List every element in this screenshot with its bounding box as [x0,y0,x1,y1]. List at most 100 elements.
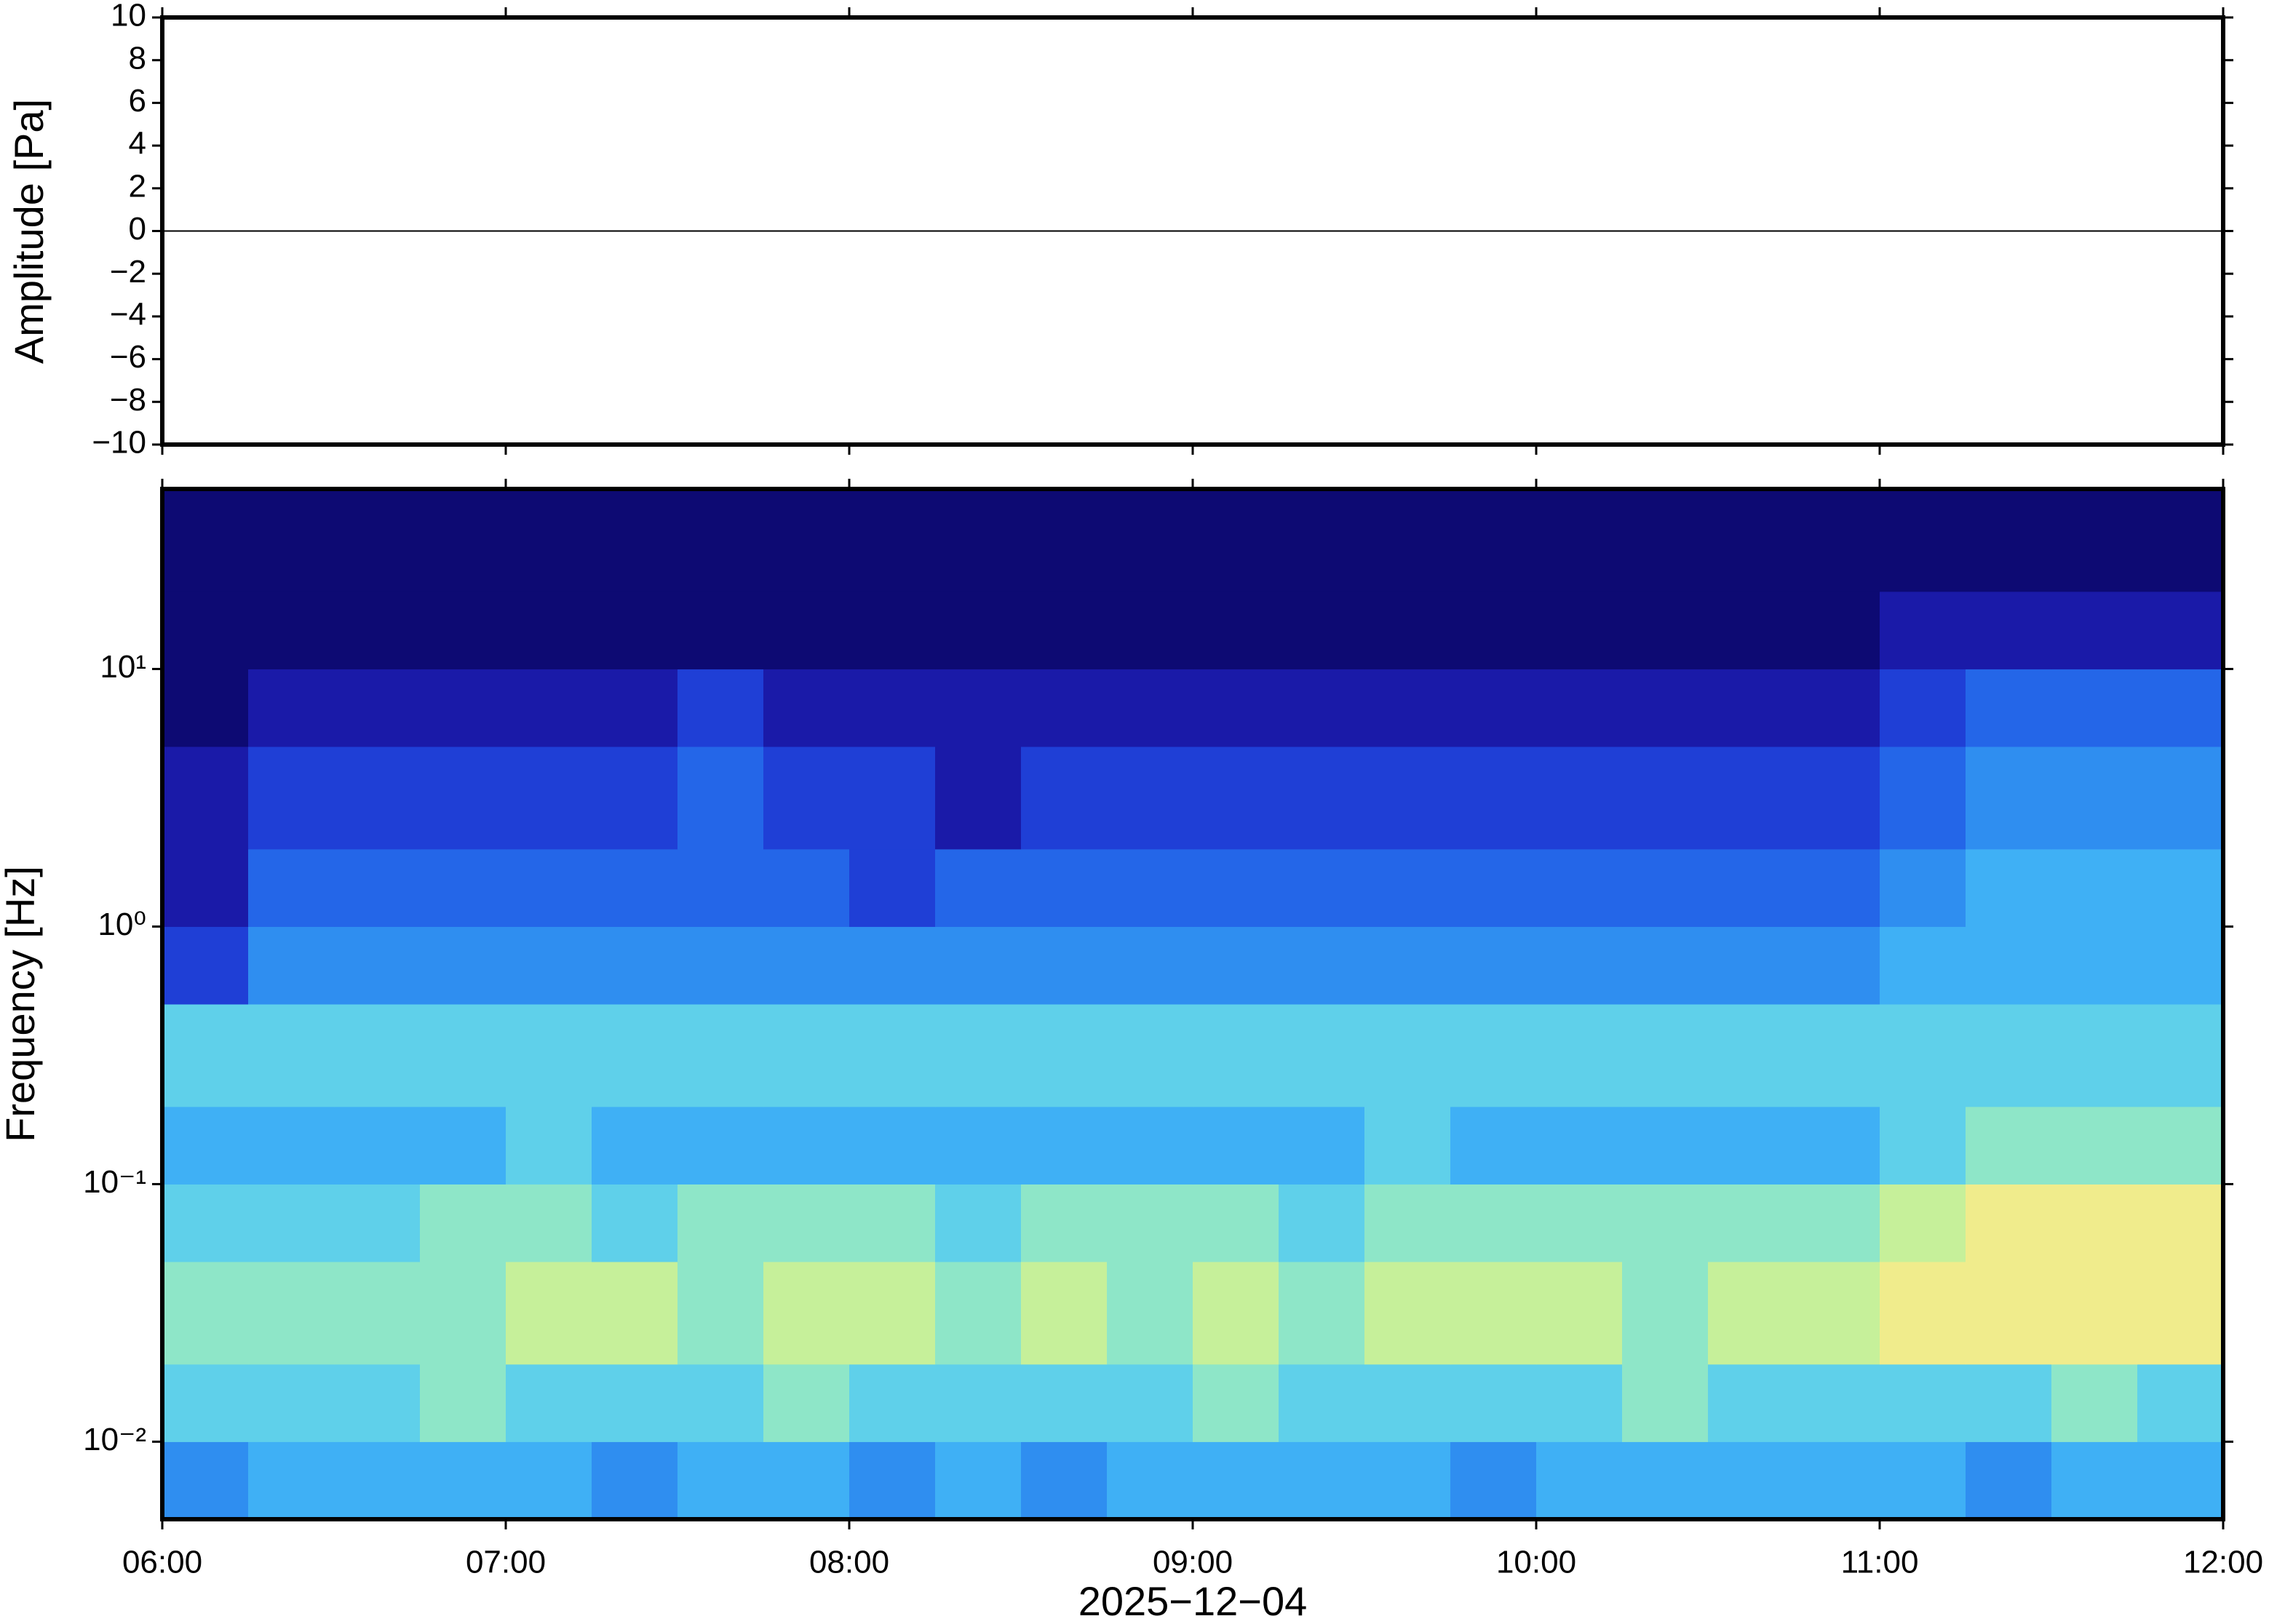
spectrogram-cell [1794,1106,1880,1185]
spectrogram-cell [935,926,1022,1005]
x-tick-label: 09:00 [1153,1545,1233,1580]
spectrogram-cell [334,489,421,592]
spectrogram-cell [162,1184,249,1262]
spectrogram-cell [1536,926,1623,1005]
spectrogram-cell [1622,1441,1709,1520]
spectrogram-cell [592,747,678,850]
spectrogram-cell [1966,669,2052,747]
spectrogram-cell [1364,1004,1451,1107]
spectrogram-cell [1107,1106,1193,1185]
spectrogram-cell [849,1004,936,1107]
spectrogram-cell [677,747,764,850]
spectrogram-cell [1107,926,1193,1005]
spectrogram-cell [2137,1364,2224,1442]
spectrogram-cell [1880,669,1966,747]
spectrogram-cell [1450,926,1537,1005]
spectrogram-cell [763,1184,850,1262]
spectrogram-cell [1364,1262,1451,1365]
spectrogram-cell [1450,1004,1537,1107]
spectrogram-cell [2051,1364,2138,1442]
x-tick-label: 06:00 [122,1545,202,1580]
spectrogram-cell [1193,591,1279,669]
spectrogram-cell [162,1004,249,1107]
spectrogram-cell [1364,489,1451,592]
spectrogram-cell [1021,747,1108,850]
spectrogram-cell [935,1441,1022,1520]
spectrogram-cell [677,926,764,1005]
spectrogram-cell [1193,1364,1279,1442]
spectrogram-cell [1279,1262,1365,1365]
spectrogram-cell [1794,926,1880,1005]
x-tick-label: 12:00 [2183,1545,2263,1580]
spectrogram-cell [1021,926,1108,1005]
spectrogram-cell [248,747,335,850]
spectrogram-cell [1536,747,1623,850]
spectrogram-cell [1450,591,1537,669]
spectrogram-cell [248,1106,335,1185]
spectrogram-cell [334,926,421,1005]
spectrogram-cell [1364,1364,1451,1442]
spectrogram-cell [1708,489,1795,592]
spectrogram-cell [1364,591,1451,669]
y-tick-label: 2 [129,168,146,204]
spectrogram-cell [1708,669,1795,747]
spectrogram-cell [1536,1184,1623,1262]
spectrogram-cell [1021,1364,1108,1442]
spectrogram-cell [1364,747,1451,850]
spectrogram-cell [935,1364,1022,1442]
spectrogram-cell [420,1364,506,1442]
y-tick-label: 4 [129,126,146,162]
spectrogram-cell [1794,1262,1880,1365]
spectrogram-cell [849,926,936,1005]
spectrogram-cell [1794,669,1880,747]
x-tick-label: 10:00 [1496,1545,1576,1580]
spectrogram-cell [1536,1441,1623,1520]
spectrogram-cell [1107,489,1193,592]
spectrogram-cell [1880,1441,1966,1520]
spectrogram-cell [1193,1106,1279,1185]
spectrogram-cell [334,669,421,747]
spectrogram-cell [592,848,678,927]
spectrogram-cell [935,848,1022,927]
spectrogram-cell [248,669,335,747]
spectrogram-cell [1536,489,1623,592]
spectrogram-cell [763,848,850,927]
axis-layer: −10 −8 −6 −4 −2 0 2 4 6 8 10 10⁻² 10⁻¹ 10⁰ 10¹ 06:00 07:… [83,0,2263,1580]
spectrogram-cell [1880,926,1966,1005]
spectrogram-cell [677,1004,764,1107]
spectrogram-cell [592,591,678,669]
spectrogram-cell [1708,848,1795,927]
spectrogram-cell [763,1262,850,1365]
spectrogram-cell [1021,669,1108,747]
spectrogram-cell [1794,1364,1880,1442]
spectrogram-cell [677,591,764,669]
spectrogram-cell [935,1262,1022,1365]
spectrogram-cell [1279,1364,1365,1442]
spectrogram-cell [1450,1106,1537,1185]
spectrogram-cell [420,669,506,747]
spectrogram-cell [1880,848,1966,927]
spectrogram-cell [592,1441,678,1520]
spectrogram-cell [1107,848,1193,927]
spectrogram-cell [1966,1004,2052,1107]
spectrogram-cell [420,1441,506,1520]
spectrogram-cell [1107,1004,1193,1107]
spectrogram-cell [2137,591,2224,669]
spectrogram-cell [1536,669,1623,747]
spectrogram-cell [1966,1184,2052,1262]
spectrogram-cell [1536,848,1623,927]
spectrogram-cell [506,1364,592,1442]
spectrogram-cell [1279,747,1365,850]
spectrogram-cell [935,489,1022,592]
spectrogram-cell [1536,1262,1623,1365]
spectrogram-cell [849,848,936,927]
spectrogram-cell [935,591,1022,669]
spectrogram-cell [334,1184,421,1262]
spectrogram-cell [2137,1106,2224,1185]
spectrogram-cell [162,489,249,592]
x-axis-label: 2025−12−04 [1078,1578,1308,1624]
spectrogram-cell [1536,1004,1623,1107]
spectrogram-cell [1021,1262,1108,1365]
spectrogram-cell [162,1262,249,1365]
spectrogram-cell [1107,1441,1193,1520]
